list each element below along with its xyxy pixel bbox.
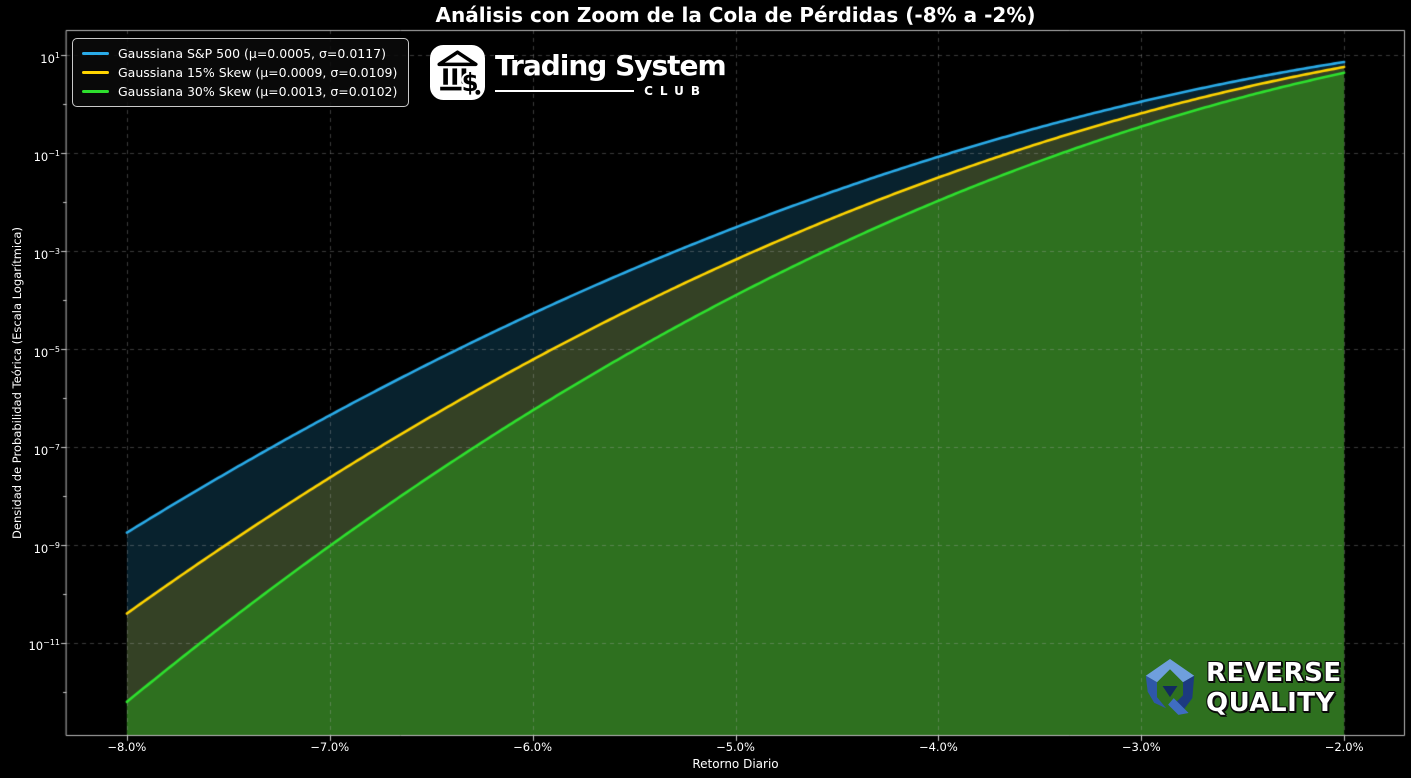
x-tick-label: −5.0% <box>716 740 755 754</box>
x-tick-label: −8.0% <box>107 740 147 754</box>
legend-item: Gaussiana S&P 500 (μ=0.0005, σ=0.0117) <box>82 46 397 61</box>
x-tick-label: −4.0% <box>918 740 958 754</box>
brand-name: Trading System <box>495 49 727 83</box>
y-tick-label: 10−3 <box>33 246 60 262</box>
watermark-line2: QUALITY <box>1206 688 1335 718</box>
brand-club-row: CLUB <box>495 84 707 98</box>
y-tick-label: 10−7 <box>33 442 60 458</box>
x-axis-title: Retorno Diario <box>692 757 779 771</box>
y-tick-label: 10−11 <box>28 638 60 654</box>
watermark-text-block: REVERSE QUALITY <box>1206 658 1342 719</box>
x-tick-label: −2.0% <box>1324 740 1364 754</box>
legend-swatch <box>82 51 109 56</box>
chart-title: Análisis con Zoom de la Cola de Pérdidas… <box>435 3 1036 27</box>
legend-item-label: Gaussiana 15% Skew (μ=0.0009, σ=0.0109) <box>118 65 398 80</box>
y-axis-title: Densidad de Probabilidad Teórica (Escala… <box>10 227 24 539</box>
legend-item: Gaussiana 15% Skew (μ=0.0009, σ=0.0109) <box>82 65 397 80</box>
y-tick-label: 101 <box>40 50 60 66</box>
brand-text-block: Trading System CLUB <box>495 49 727 98</box>
x-tick-label: −3.0% <box>1121 740 1161 754</box>
reverse-quality-logo-icon <box>1143 655 1197 721</box>
y-tick-label: 10−1 <box>33 148 60 164</box>
svg-text:$: $ <box>462 68 479 97</box>
x-tick-label: −6.0% <box>513 740 553 754</box>
legend-swatch <box>82 89 109 94</box>
brand-underline <box>495 89 635 92</box>
legend: Gaussiana S&P 500 (μ=0.0005, σ=0.0117) Ga… <box>72 38 410 107</box>
watermark-line1: REVERSE <box>1206 657 1342 688</box>
x-tick-label: −7.0% <box>310 740 350 754</box>
trading-system-club-logo: $ Trading System CLUB <box>430 45 727 104</box>
bank-icon: $ <box>430 45 485 104</box>
brand-club-label: CLUB <box>644 83 707 98</box>
legend-item: Gaussiana 30% Skew (μ=0.0013, σ=0.0102) <box>82 84 397 99</box>
y-tick-label: 10−5 <box>33 344 60 360</box>
legend-swatch <box>82 70 109 75</box>
reverse-quality-watermark: REVERSE QUALITY <box>1143 655 1342 721</box>
y-tick-label: 10−9 <box>33 540 60 556</box>
legend-item-label: Gaussiana 30% Skew (μ=0.0013, σ=0.0102) <box>118 84 398 99</box>
legend-item-label: Gaussiana S&P 500 (μ=0.0005, σ=0.0117) <box>118 46 387 61</box>
